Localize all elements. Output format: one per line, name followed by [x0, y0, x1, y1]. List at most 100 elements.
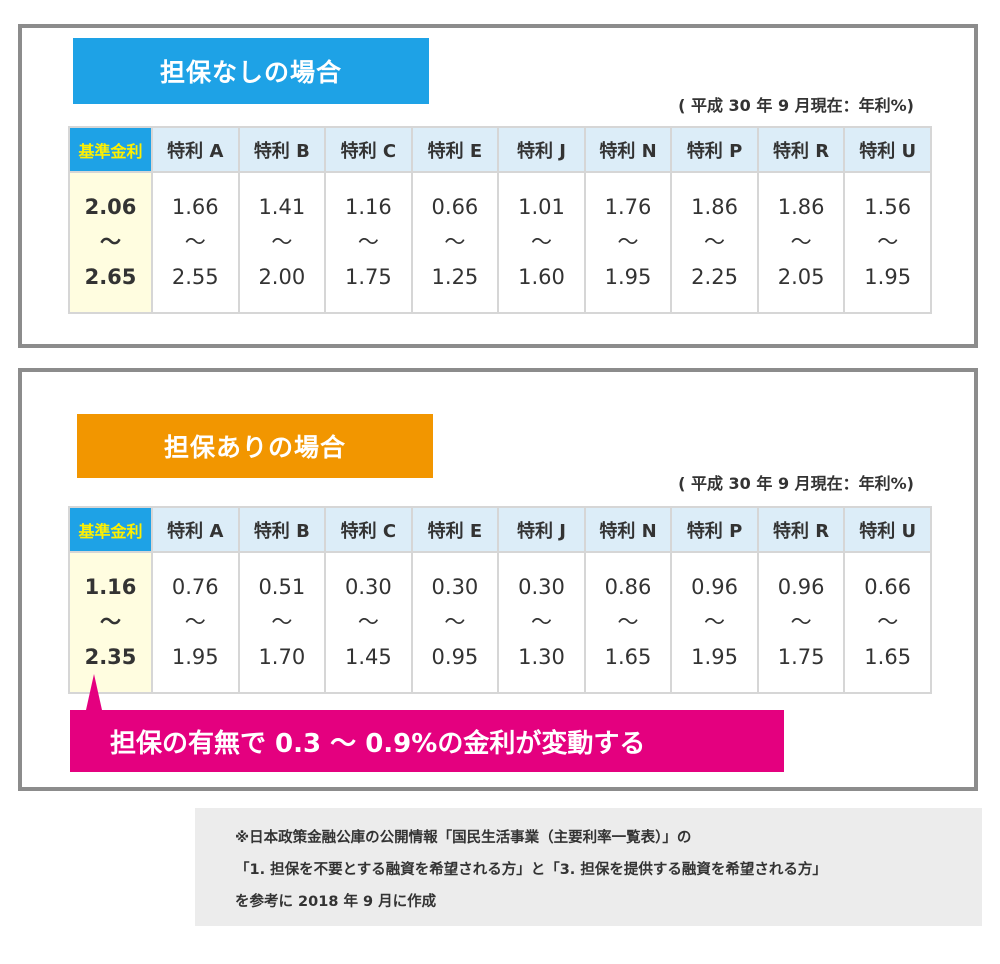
column-header: 特利 J	[497, 506, 586, 553]
with-collateral-panel: 担保ありの場合 ( 平成 30 年 9 月現在：年利%) 基準金利 特利 A 特…	[18, 368, 978, 791]
rate-cell: 0.66 〜 1.25	[410, 171, 500, 314]
as-of-note: ( 平成 30 年 9 月現在：年利%)	[678, 96, 914, 115]
rate-cell-base: 1.16 〜 2.35	[68, 551, 153, 694]
footnote-line: ※日本政策金融公庫の公開情報「国民生活事業（主要利率一覧表）」の	[235, 830, 692, 846]
column-header-base-rate: 基準金利	[68, 126, 153, 173]
tilde: 〜	[790, 230, 812, 254]
section-title: 担保なしの場合	[73, 38, 429, 104]
rate-low: 0.76	[171, 575, 219, 599]
rate-cell: 0.76 〜 1.95	[151, 551, 240, 694]
column-header: 特利 E	[410, 126, 500, 173]
rate-low: 1.86	[777, 195, 825, 219]
header-row: 基準金利 特利 A 特利 B 特利 C 特利 E 特利 J 特利 N 特利 P …	[68, 506, 932, 553]
no-collateral-panel: 担保なしの場合 ( 平成 30 年 9 月現在：年利%) 基準金利 特利 A 特…	[18, 24, 978, 348]
tilde: 〜	[100, 610, 121, 634]
rate-low: 1.16	[84, 575, 137, 599]
rate-cell: 0.30 〜 1.30	[497, 551, 586, 694]
column-header: 特利 P	[670, 126, 759, 173]
column-header: 特利 R	[756, 126, 846, 173]
tilde: 〜	[271, 230, 293, 254]
rate-low: 0.96	[691, 575, 738, 599]
rate-high: 1.65	[604, 645, 652, 669]
tilde: 〜	[617, 610, 639, 634]
rate-cell: 1.56 〜 1.95	[843, 171, 932, 314]
column-header: 特利 C	[324, 506, 413, 553]
rate-low: 0.66	[431, 195, 479, 219]
rate-low: 1.16	[344, 195, 392, 219]
rate-cell: 0.30 〜 0.95	[410, 551, 500, 694]
column-header: 特利 A	[151, 506, 240, 553]
rate-cell: 0.51 〜 1.70	[237, 551, 327, 694]
rate-high: 1.95	[171, 645, 219, 669]
rate-high: 1.45	[344, 645, 392, 669]
rate-cell: 0.96 〜 1.95	[670, 551, 759, 694]
tilde: 〜	[704, 610, 726, 634]
rate-cell: 0.66 〜 1.65	[843, 551, 932, 694]
rate-low: 1.66	[171, 195, 219, 219]
rate-cell: 1.66 〜 2.55	[151, 171, 240, 314]
rate-high: 1.95	[604, 265, 652, 289]
tilde: 〜	[877, 610, 899, 634]
column-header: 特利 C	[324, 126, 413, 173]
tilde: 〜	[704, 230, 726, 254]
tilde: 〜	[100, 230, 121, 254]
rate-high: 2.65	[84, 265, 137, 289]
column-header: 特利 U	[843, 126, 932, 173]
rate-high: 2.55	[171, 265, 219, 289]
rate-low: 1.86	[691, 195, 738, 219]
column-header: 特利 N	[583, 506, 673, 553]
section-title: 担保ありの場合	[77, 414, 433, 478]
tilde: 〜	[790, 610, 812, 634]
tilde: 〜	[617, 230, 639, 254]
column-header: 特利 E	[410, 506, 500, 553]
callout-banner: 担保の有無で 0.3 〜 0.9%の金利が変動する	[70, 710, 784, 772]
rate-low: 1.01	[518, 195, 565, 219]
rate-high: 1.60	[518, 265, 565, 289]
source-footnote: ※日本政策金融公庫の公開情報「国民生活事業（主要利率一覧表）」の 「1. 担保を…	[195, 808, 982, 926]
footnote-line: を参考に 2018 年 9 月に作成	[235, 894, 437, 910]
rate-high: 1.25	[431, 265, 479, 289]
rate-high: 2.25	[691, 265, 738, 289]
tilde: 〜	[444, 230, 466, 254]
rate-cell: 1.86 〜 2.25	[670, 171, 759, 314]
column-header-base-rate: 基準金利	[68, 506, 153, 553]
column-header: 特利 A	[151, 126, 240, 173]
tilde: 〜	[357, 610, 379, 634]
rate-low: 0.30	[431, 575, 479, 599]
rate-high: 2.00	[258, 265, 306, 289]
rate-low: 0.86	[604, 575, 652, 599]
callout-pointer	[86, 674, 102, 710]
rate-high: 2.05	[777, 265, 825, 289]
column-header: 特利 J	[497, 126, 586, 173]
rate-high: 1.95	[691, 645, 738, 669]
rate-low: 1.76	[604, 195, 652, 219]
column-header: 特利 B	[237, 126, 327, 173]
rate-high: 1.65	[864, 645, 912, 669]
tilde: 〜	[877, 230, 899, 254]
column-header: 特利 U	[843, 506, 932, 553]
rate-table: 基準金利 特利 A 特利 B 特利 C 特利 E 特利 J 特利 N 特利 P …	[68, 506, 932, 694]
tilde: 〜	[530, 610, 552, 634]
rate-low: 0.66	[864, 575, 912, 599]
rate-low: 0.51	[258, 575, 306, 599]
rate-high: 1.30	[518, 645, 565, 669]
tilde: 〜	[444, 610, 466, 634]
column-header: 特利 R	[756, 506, 846, 553]
rate-high: 2.35	[84, 645, 137, 669]
footnote-line: 「1. 担保を不要とする融資を希望される方」と「3. 担保を提供する融資を希望さ…	[235, 862, 827, 878]
rate-cell-base: 2.06 〜 2.65	[68, 171, 153, 314]
rate-low: 0.96	[777, 575, 825, 599]
tilde: 〜	[357, 230, 379, 254]
rate-cell: 1.41 〜 2.00	[237, 171, 327, 314]
rate-high: 1.75	[344, 265, 392, 289]
rate-low: 2.06	[84, 195, 137, 219]
rate-high: 0.95	[431, 645, 479, 669]
column-header: 特利 P	[670, 506, 759, 553]
rate-low: 1.56	[864, 195, 912, 219]
rate-low: 1.41	[258, 195, 306, 219]
rate-high: 1.75	[777, 645, 825, 669]
rate-row: 2.06 〜 2.65 1.66 〜 2.55 1.41 〜 2.00 1.16 〜 1.75 …	[68, 171, 932, 314]
tilde: 〜	[530, 230, 552, 254]
header-row: 基準金利 特利 A 特利 B 特利 C 特利 E 特利 J 特利 N 特利 P …	[68, 126, 932, 173]
rate-cell: 0.96 〜 1.75	[756, 551, 846, 694]
